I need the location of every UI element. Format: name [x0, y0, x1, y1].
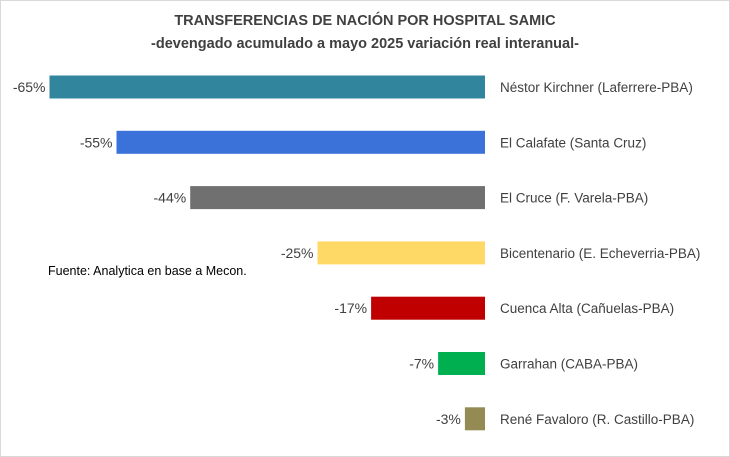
bar-3 — [190, 186, 485, 210]
chart-subtitle: -devengado acumulado a mayo 2025 variaci… — [151, 36, 579, 52]
bar-1 — [49, 75, 485, 99]
value-label-7: -3% — [436, 411, 461, 427]
value-label-3: -44% — [154, 190, 187, 206]
category-label-5: Cuenca Alta (Cañuelas-PBA) — [500, 301, 674, 316]
category-label-6: Garrahan (CABA-PBA) — [500, 357, 638, 372]
value-label-4: -25% — [281, 245, 314, 261]
category-label-1: Néstor Kirchner (Laferrere-PBA) — [500, 80, 693, 95]
bar-5 — [371, 296, 485, 320]
value-label-6: -7% — [409, 356, 434, 372]
category-label-2: El Calafate (Santa Cruz) — [500, 135, 646, 150]
bar-4 — [317, 241, 485, 265]
bar-6 — [438, 352, 485, 375]
bar-7 — [464, 407, 485, 431]
value-label-5: -17% — [334, 300, 367, 316]
value-label-1: -65% — [13, 79, 46, 95]
chart-title: TRANSFERENCIAS DE NACIÓN POR HOSPITAL SA… — [174, 13, 556, 29]
category-label-3: El Cruce (F. Varela-PBA) — [500, 191, 648, 206]
bar-2 — [116, 130, 485, 154]
value-label-2: -55% — [80, 134, 113, 150]
category-label-7: René Favaloro (R. Castillo-PBA) — [500, 412, 694, 427]
category-label-4: Bicentenario (E. Echeverria-PBA) — [500, 246, 700, 261]
source-note: Fuente: Analytica en base a Mecon. — [48, 264, 247, 278]
